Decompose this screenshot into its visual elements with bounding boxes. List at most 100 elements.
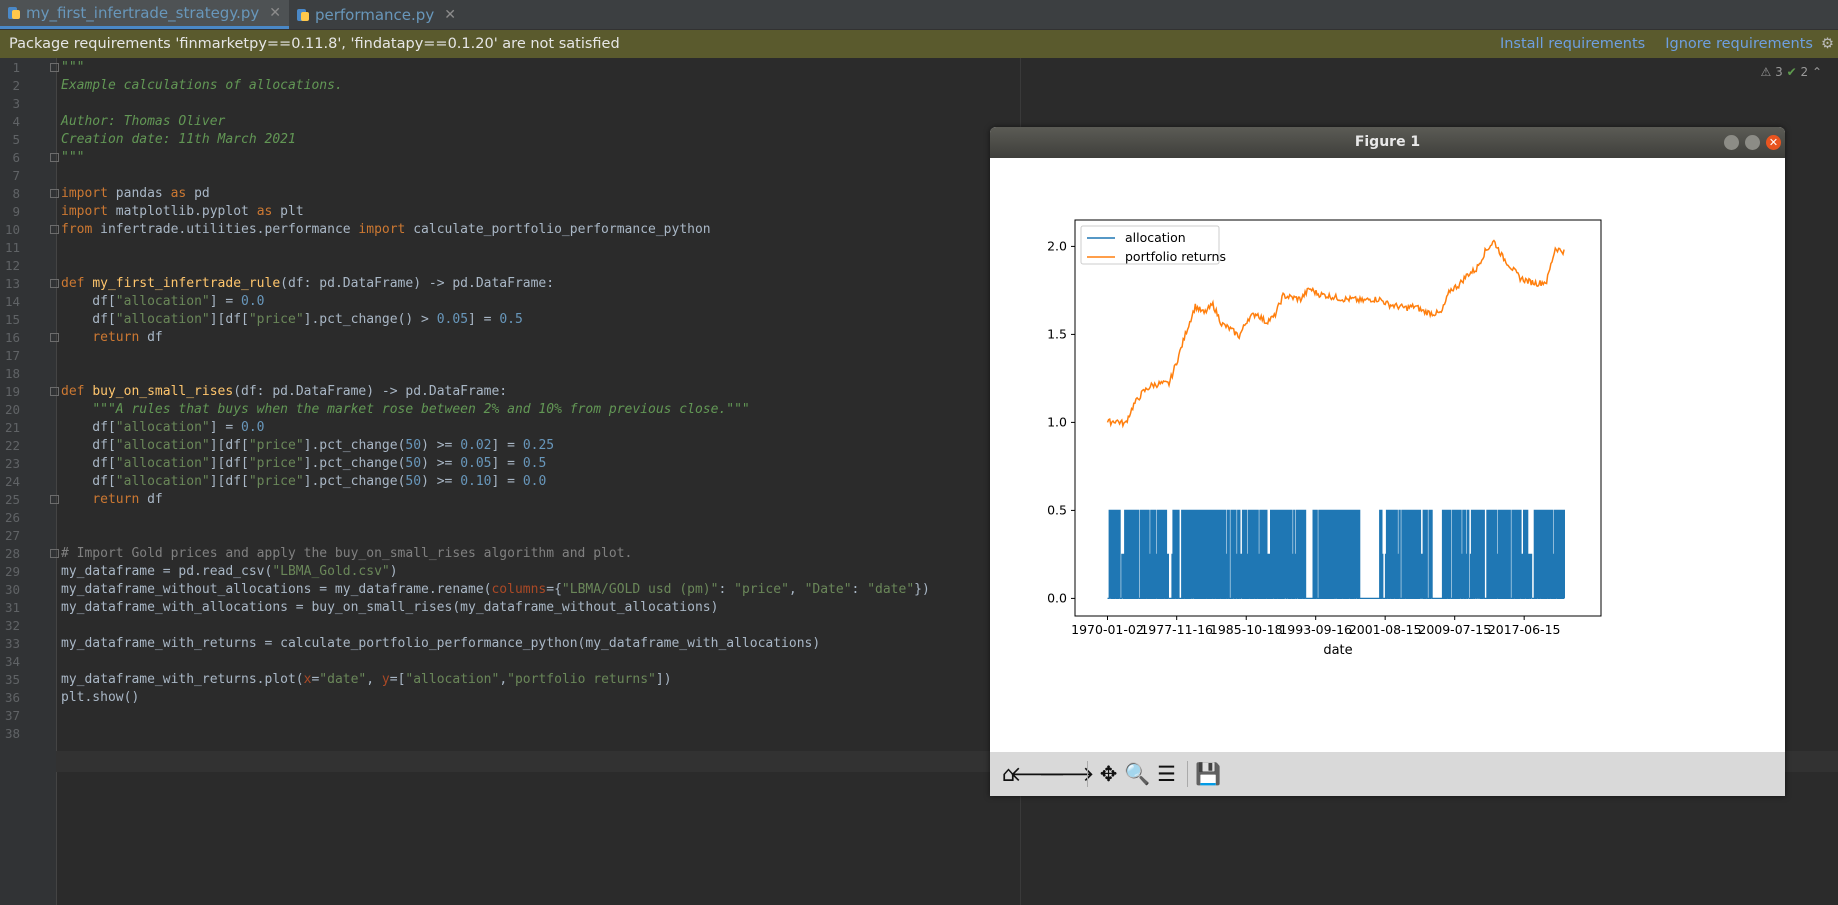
code-token: "portfolio returns" <box>507 672 656 687</box>
x-tick-label: 2009-07-15 <box>1418 622 1491 637</box>
code-line: 7 <box>0 165 1838 186</box>
code-line: 14 df["allocation"] = 0.0 <box>0 291 1838 312</box>
tab-label: my_first_infertrade_strategy.py <box>26 4 260 22</box>
code-token: ) >= <box>421 474 461 489</box>
fold-marker-icon[interactable] <box>50 189 59 198</box>
code-token: "allocation" <box>115 438 210 453</box>
legend-label-allocation: allocation <box>1125 230 1186 245</box>
close-tab-icon[interactable]: ✕ <box>269 5 281 21</box>
code-text: Example calculations of allocations. <box>61 75 343 96</box>
line-number: 30 <box>4 582 20 597</box>
fold-marker-icon[interactable] <box>50 279 59 288</box>
code-line: 18 <box>0 363 1838 384</box>
fold-marker-icon[interactable] <box>50 63 59 72</box>
code-text: return df <box>61 327 162 348</box>
legend-box <box>1080 225 1220 265</box>
code-token: , <box>499 672 508 687</box>
figure-titlebar[interactable]: Figure 1 ✕ <box>990 127 1785 158</box>
code-line: 11 <box>0 237 1838 258</box>
code-token: Creation date: 11th March 2021 <box>61 132 296 147</box>
code-token: my_dataframe_with_returns = calculate_po… <box>61 636 821 651</box>
toolbar-divider <box>1187 761 1188 787</box>
code-token: (df: pd.DataFrame) -> pd.DataFrame: <box>233 384 508 399</box>
chevron-up-icon[interactable]: ⌃ <box>1811 65 1822 79</box>
warnings-count: 3 <box>1775 65 1783 79</box>
code-token: df[ <box>61 474 116 489</box>
close-tab-icon[interactable]: ✕ <box>444 6 456 23</box>
code-line: 10 from infertrade.utilities.performance … <box>0 219 1838 240</box>
code-line: 6 """ <box>0 147 1838 168</box>
code-token: as <box>256 204 273 219</box>
forward-arrow-icon[interactable]: 🡒 <box>1038 761 1095 786</box>
line-number: 2 <box>12 78 20 93</box>
maximize-button[interactable] <box>1745 135 1760 150</box>
code-line: 12 <box>0 255 1838 276</box>
code-token: 0.0 <box>241 420 265 435</box>
code-token: ] = <box>209 294 242 309</box>
y-tick-label: 1.5 <box>1047 326 1067 341</box>
code-token: "price" <box>734 582 789 597</box>
configure-subplots-icon[interactable]: ☰ <box>1157 762 1176 786</box>
code-token: 0.05 <box>460 456 492 471</box>
fold-marker-icon[interactable] <box>50 225 59 234</box>
line-number: 21 <box>4 420 20 435</box>
fold-marker-icon[interactable] <box>50 333 59 342</box>
code-line: 17 <box>0 345 1838 366</box>
code-text: from infertrade.utilities.performance im… <box>61 219 711 240</box>
code-token <box>61 402 92 417</box>
line-number: 15 <box>4 312 20 327</box>
code-text: my_dataframe_with_returns.plot(x="date",… <box>61 669 672 690</box>
line-number: 31 <box>4 600 20 615</box>
code-text: """ <box>61 57 84 78</box>
inspection-widget[interactable]: ⚠ 3 ✔ 2 ⌃ <box>1761 65 1822 79</box>
code-token: """ <box>61 150 85 165</box>
toolbar-divider <box>1087 761 1088 787</box>
code-text: Creation date: 11th March 2021 <box>61 129 296 150</box>
install-requirements-link[interactable]: Install requirements <box>1499 36 1646 52</box>
code-line: 9 import matplotlib.pyplot as plt <box>0 201 1838 222</box>
code-line: 8 import pandas as pd <box>0 183 1838 204</box>
line-number: 37 <box>4 708 20 723</box>
code-token: "LBMA/GOLD usd (pm)" <box>561 582 719 597</box>
fold-marker-icon[interactable] <box>50 495 59 504</box>
figure-window[interactable]: Figure 1 ✕ 0.0 0.5 1.0 1.5 2.0 1970-01-02 1977… <box>990 127 1785 796</box>
ignore-requirements-link[interactable]: Ignore requirements <box>1665 36 1813 52</box>
code-line: 37 <box>0 705 1838 726</box>
line-number: 8 <box>12 186 20 201</box>
code-token: """A rules that buys when the market ros… <box>92 402 750 417</box>
fold-marker-icon[interactable] <box>50 549 59 558</box>
line-number: 24 <box>4 474 20 489</box>
line-number: 18 <box>4 366 20 381</box>
editor-tabs: my_first_infertrade_strategy.py ✕ performa… <box>0 0 1838 30</box>
code-token: 50 <box>405 456 422 471</box>
zoom-icon[interactable]: 🔍 <box>1124 761 1151 786</box>
save-icon[interactable]: 💾 <box>1195 761 1222 786</box>
allocation-series-line <box>1107 509 1565 599</box>
pan-icon[interactable]: ✥ <box>1099 762 1118 786</box>
code-token: df[ <box>61 438 116 453</box>
code-token: Example calculations of allocations. <box>61 78 343 93</box>
line-number: 27 <box>4 528 20 543</box>
code-text: import matplotlib.pyplot as plt <box>61 201 304 222</box>
plot-canvas[interactable]: 0.0 0.5 1.0 1.5 2.0 1970-01-02 1977-11-16 1985-… <box>990 158 1785 752</box>
minimize-button[interactable] <box>1724 135 1739 150</box>
fold-marker-icon[interactable] <box>50 153 59 162</box>
code-token: ] = <box>491 474 523 489</box>
code-token: "price" <box>248 438 304 453</box>
code-token: "date" <box>867 582 915 597</box>
code-token: return <box>92 492 140 507</box>
code-line: 30 my_dataframe_without_allocations = my_… <box>0 579 1838 600</box>
fold-marker-icon[interactable] <box>50 387 59 396</box>
home-icon[interactable]: ⌂ <box>1001 762 1016 786</box>
code-token: "allocation" <box>405 672 500 687</box>
close-button[interactable]: ✕ <box>1766 135 1781 150</box>
gear-icon[interactable]: ⚙ <box>1821 36 1834 52</box>
tab-performance[interactable]: performance.py ✕ <box>289 0 464 29</box>
code-token: from <box>61 222 93 237</box>
code-line: 25 return df <box>0 489 1838 510</box>
code-line: 2 Example calculations of allocations. <box>0 75 1838 96</box>
code-text: df["allocation"] = 0.0 <box>61 417 265 438</box>
tab-strategy[interactable]: my_first_infertrade_strategy.py ✕ <box>0 0 289 29</box>
code-token: columns <box>491 582 547 597</box>
code-token: calculate_portfolio_performance_python <box>405 222 711 237</box>
